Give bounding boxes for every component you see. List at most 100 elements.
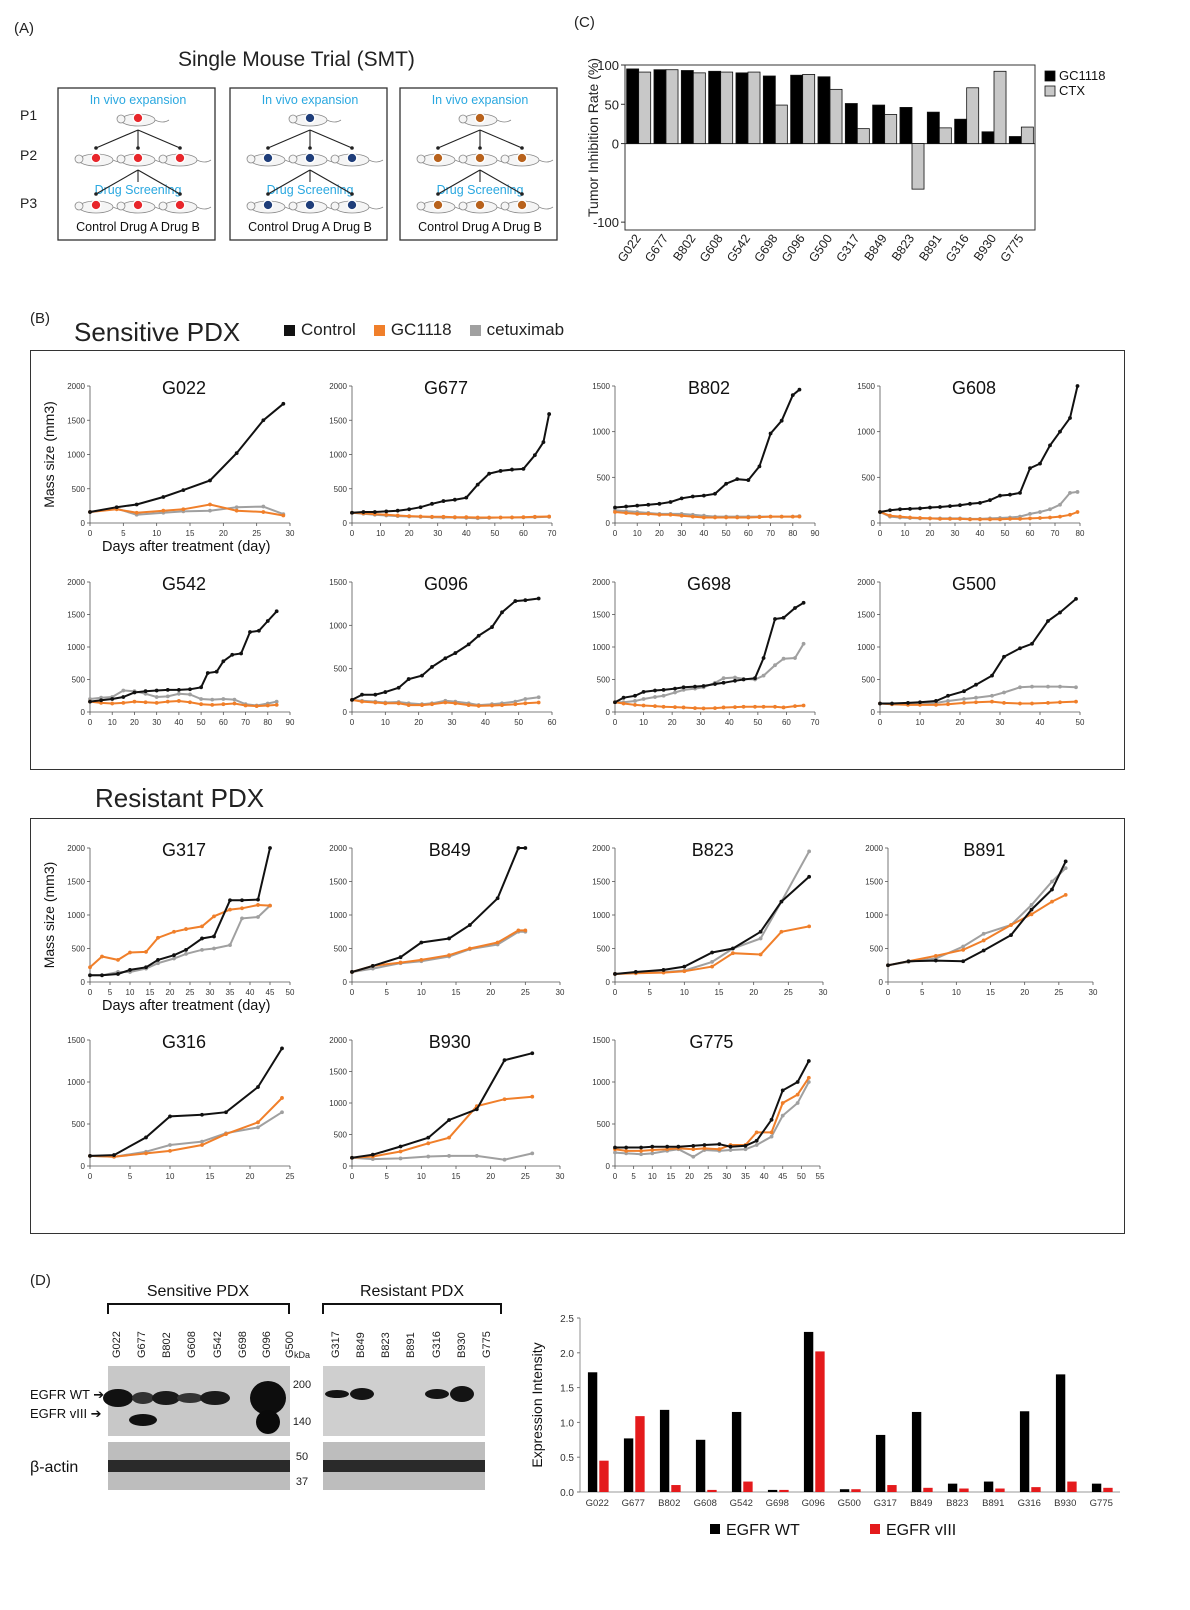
data-point-control bbox=[730, 946, 735, 951]
bar-egfr-viii-b891 bbox=[995, 1488, 1005, 1492]
data-point-control bbox=[1038, 461, 1042, 466]
data-point-control bbox=[476, 633, 481, 638]
data-point-control bbox=[248, 630, 252, 634]
y-tick-label: 1500 bbox=[329, 416, 347, 425]
data-point-cetuximab bbox=[188, 692, 192, 697]
data-point-gc1118 bbox=[713, 515, 717, 520]
mouse-head bbox=[416, 154, 426, 164]
bar-ctx-g022 bbox=[638, 71, 652, 144]
data-point-control bbox=[212, 934, 216, 939]
data-point-cetuximab bbox=[1050, 879, 1054, 884]
data-point-control bbox=[200, 936, 204, 941]
tumor-marker bbox=[90, 199, 102, 211]
tumor-marker bbox=[132, 112, 144, 124]
data-point-control bbox=[781, 615, 786, 620]
data-point-control bbox=[721, 680, 726, 685]
data-point-control bbox=[1018, 490, 1022, 495]
data-point-gc1118 bbox=[495, 940, 500, 945]
y-tick-label: 0.0 bbox=[560, 1488, 574, 1499]
data-point-control bbox=[878, 510, 882, 514]
data-point-control bbox=[1068, 416, 1072, 420]
data-point-gc1118 bbox=[100, 954, 104, 959]
x-tick-label: 50 bbox=[514, 718, 523, 727]
arrow-line bbox=[137, 129, 181, 149]
data-point-gc1118 bbox=[978, 517, 982, 522]
bar-egfr-wt-b930 bbox=[1055, 1374, 1066, 1492]
x-tick-label: 5 bbox=[384, 988, 389, 997]
y-tick-label: 2000 bbox=[329, 1036, 347, 1045]
x-tick-label: 25 bbox=[521, 1172, 530, 1181]
tumor-marker bbox=[174, 152, 186, 164]
chart-title: B849 bbox=[429, 840, 471, 860]
data-point-gc1118 bbox=[373, 700, 378, 705]
chart-title: G608 bbox=[952, 378, 996, 398]
bar-ctx-b930 bbox=[993, 70, 1007, 144]
data-point-gc1118 bbox=[396, 701, 401, 706]
data-point-control bbox=[230, 652, 235, 657]
blot-resistant-label: Resistant PDX bbox=[360, 1283, 464, 1300]
data-point-cetuximab bbox=[240, 916, 244, 921]
data-point-control bbox=[261, 418, 266, 423]
growth-chart-g608: G608 0 500 1000 1500 0 10 20 30 40 50 60 70 80 bbox=[857, 378, 1085, 538]
data-point-cetuximab bbox=[691, 1154, 696, 1159]
data-point-cetuximab bbox=[758, 936, 763, 941]
data-point-control bbox=[360, 692, 364, 697]
bar-ctx-g500 bbox=[829, 88, 843, 144]
data-point-control bbox=[88, 510, 92, 514]
y-tick-label: 500 bbox=[597, 945, 611, 954]
data-point-cetuximab bbox=[613, 1150, 617, 1155]
data-point-cetuximab bbox=[228, 943, 232, 948]
chart-title: B823 bbox=[692, 840, 734, 860]
arrow-head bbox=[520, 146, 524, 150]
data-point-cetuximab bbox=[474, 1154, 479, 1158]
x-tick-label: 70 bbox=[241, 718, 250, 727]
x-tick-label: B930 bbox=[1054, 1498, 1076, 1509]
x-tick-label: 0 bbox=[88, 1172, 93, 1181]
data-point-control bbox=[114, 505, 119, 510]
arrow-line bbox=[267, 169, 311, 195]
x-tick-label: 0 bbox=[886, 988, 891, 997]
data-point-control bbox=[530, 1051, 535, 1056]
data-point-gc1118 bbox=[1058, 700, 1062, 705]
data-point-control bbox=[946, 693, 950, 698]
data-point-cetuximab bbox=[536, 695, 541, 700]
data-point-gc1118 bbox=[807, 924, 812, 929]
x-tick-label: 30 bbox=[206, 988, 215, 997]
tumor-marker bbox=[262, 199, 274, 211]
data-point-control bbox=[350, 970, 354, 974]
data-point-gc1118 bbox=[536, 700, 541, 705]
arrow-head bbox=[136, 146, 140, 150]
tumor-marker bbox=[132, 152, 144, 164]
series-line-gc1118 bbox=[614, 701, 804, 710]
data-point-gc1118 bbox=[621, 701, 626, 706]
data-point-gc1118 bbox=[681, 705, 686, 710]
chart-title: G542 bbox=[162, 574, 206, 594]
data-point-control bbox=[797, 387, 802, 392]
data-point-gc1118 bbox=[673, 705, 677, 710]
bar-ctx-g775 bbox=[1020, 126, 1034, 144]
legend-label-egfr-wt: EGFR WT bbox=[726, 1522, 800, 1539]
y-tick-label: 100 bbox=[597, 58, 619, 73]
data-point-control bbox=[779, 418, 784, 423]
data-point-gc1118 bbox=[134, 510, 139, 515]
data-point-cetuximab bbox=[795, 1101, 800, 1105]
data-point-gc1118 bbox=[420, 703, 424, 707]
y-tick-label: 1000 bbox=[329, 451, 347, 460]
data-point-cetuximab bbox=[1029, 903, 1034, 907]
y-tick-label: 500 bbox=[862, 473, 876, 482]
data-point-control bbox=[200, 1112, 204, 1117]
x-tick-label: 0 bbox=[88, 988, 93, 997]
data-point-control bbox=[154, 688, 159, 693]
bar-egfr-wt-g698 bbox=[767, 1489, 778, 1492]
data-point-gc1118 bbox=[888, 513, 892, 518]
data-point-control bbox=[650, 1144, 655, 1149]
data-point-gc1118 bbox=[781, 705, 786, 710]
data-point-gc1118 bbox=[741, 704, 746, 709]
bar-ctx-b891 bbox=[938, 127, 952, 144]
y-tick-label: 2000 bbox=[67, 844, 85, 853]
data-point-gc1118 bbox=[624, 1148, 629, 1153]
data-point-control bbox=[398, 1144, 403, 1149]
arrow-head bbox=[308, 146, 312, 150]
blot-sample-label: G775 bbox=[481, 1331, 493, 1358]
